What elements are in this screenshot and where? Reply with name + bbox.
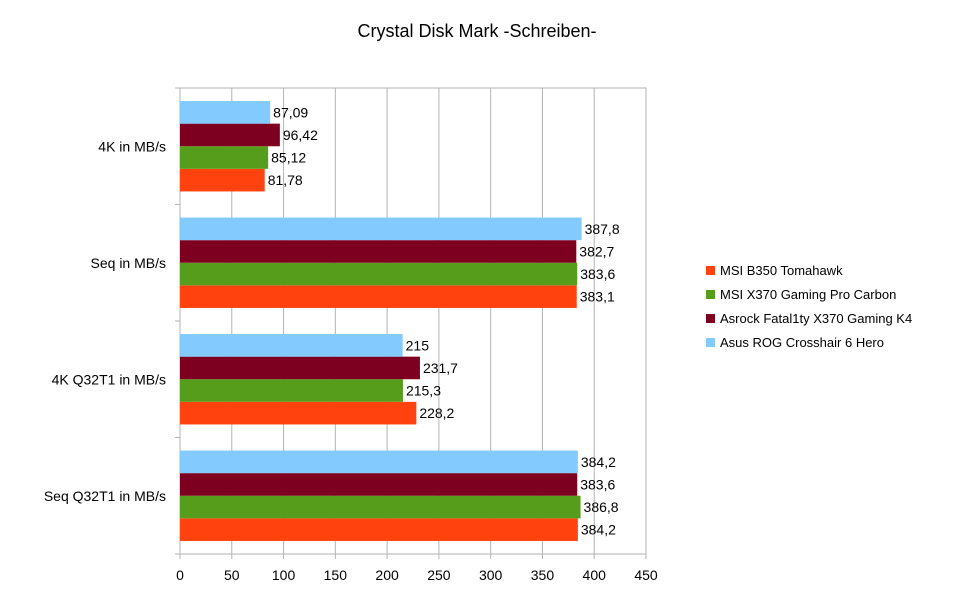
bar [180,379,403,402]
data-label: 383,1 [580,289,615,305]
bar [180,262,578,286]
data-label: 382,7 [579,243,614,259]
bar [180,473,578,496]
bar [180,123,280,147]
data-label: 81,78 [268,172,303,188]
x-tick-label: 200 [375,567,399,583]
data-label: 85,12 [271,150,306,166]
data-label: 384,2 [581,522,616,538]
data-label: 384,2 [581,454,616,470]
legend-label: MSI X370 Gaming Pro Carbon [720,287,896,302]
labels: 0 50 100 150 200 250 300 350 400 450 4K in MB/s 81,… [44,104,658,583]
x-tick-label: 350 [531,567,555,583]
legend-label: Asrock Fatal1ty X370 Gaming K4 [720,311,912,326]
bar [180,146,269,169]
legend: MSI B350 Tomahawk MSI X370 Gaming Pro Car… [706,263,912,350]
category-label: 4K in MB/s [98,138,166,154]
x-tick-label: 0 [176,567,184,583]
legend-swatch [706,314,715,323]
data-label: 228,2 [419,405,454,421]
data-label: 231,7 [423,360,458,376]
x-tick-label: 100 [272,567,296,583]
bar [180,450,578,474]
data-label: 215,3 [406,383,441,399]
data-label: 215 [406,337,430,353]
bar [180,217,582,241]
bar [180,518,578,541]
bar [180,356,420,380]
legend-label: MSI B350 Tomahawk [720,263,843,278]
data-label: 87,09 [273,104,308,120]
bar [180,168,265,192]
data-label: 96,42 [283,127,318,143]
bar [180,285,577,308]
category-label: Seq in MB/s [91,255,166,271]
x-tick-label: 50 [224,567,240,583]
bar [180,495,581,519]
legend-swatch [706,290,715,299]
category-label: Seq Q32T1 in MB/s [44,488,166,504]
legend-label: Asus ROG Crosshair 6 Hero [720,335,884,350]
bar [180,101,271,124]
x-tick-label: 300 [479,567,503,583]
data-label: 386,8 [584,499,619,515]
data-label: 387,8 [585,221,620,237]
x-tick-label: 400 [583,567,607,583]
x-tick-label: 450 [634,567,658,583]
bar [180,240,577,263]
x-tick-label: 250 [427,567,451,583]
bars [180,101,582,541]
legend-swatch [706,266,715,275]
chart-title: Crystal Disk Mark -Schreiben- [357,21,596,41]
axes [175,87,180,555]
data-label: 383,6 [580,266,615,282]
legend-swatch [706,338,715,347]
bar [180,401,417,425]
data-label: 383,6 [580,476,615,492]
x-tick-label: 150 [324,567,348,583]
bar [180,334,403,357]
category-label: 4K Q32T1 in MB/s [52,371,166,387]
